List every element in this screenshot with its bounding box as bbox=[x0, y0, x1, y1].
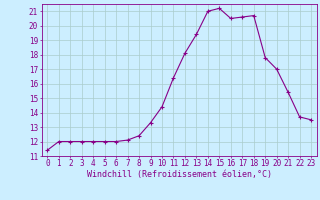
X-axis label: Windchill (Refroidissement éolien,°C): Windchill (Refroidissement éolien,°C) bbox=[87, 170, 272, 179]
